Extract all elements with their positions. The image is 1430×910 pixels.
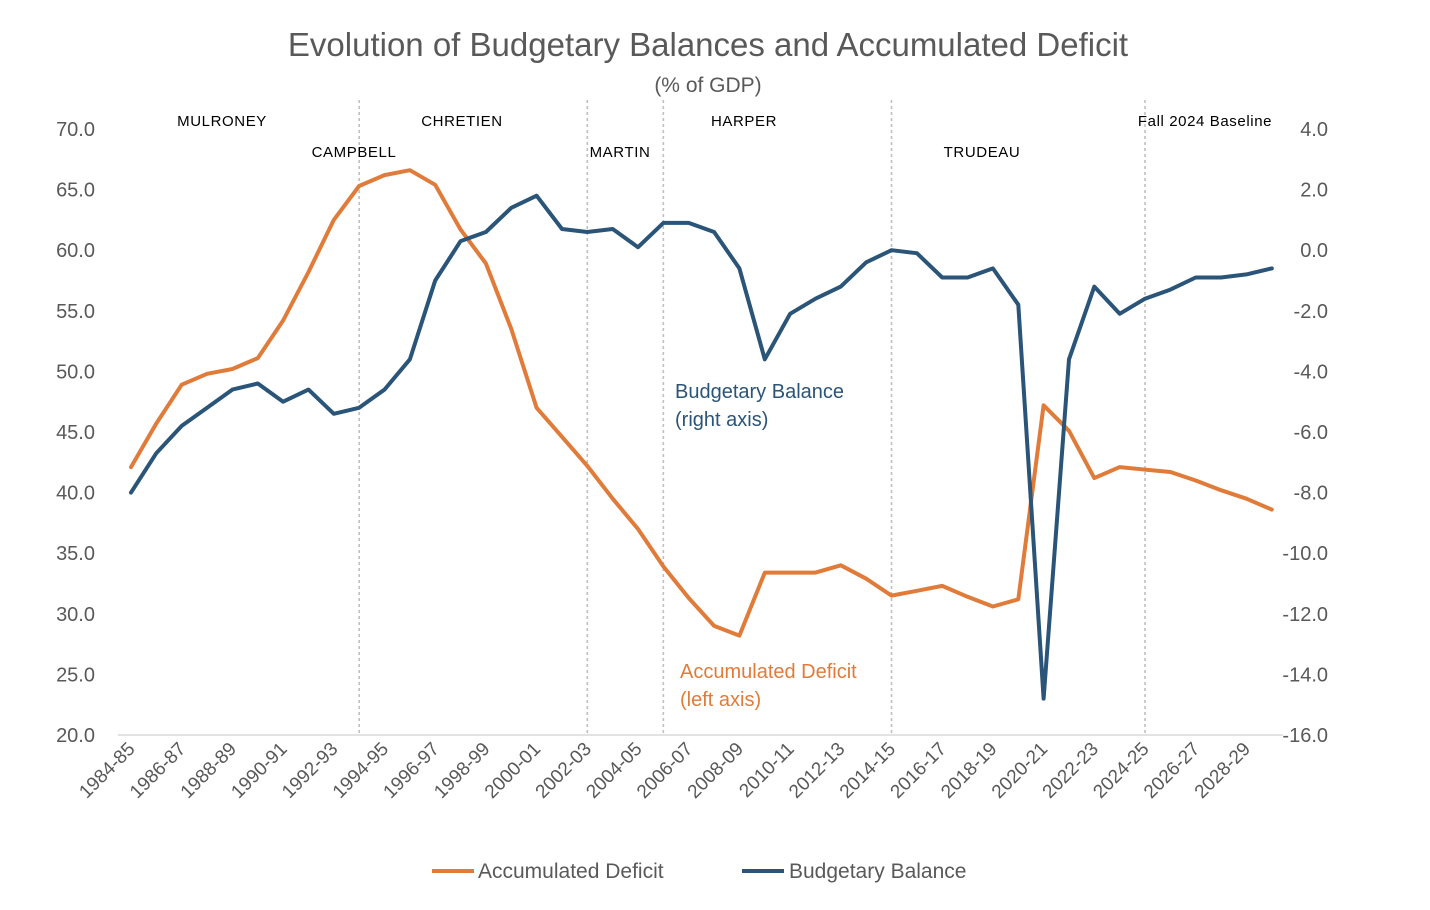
left-tick-label: 40.0 bbox=[56, 483, 95, 505]
left-tick-label: 70.0 bbox=[56, 119, 95, 141]
left-tick-label: 45.0 bbox=[56, 422, 95, 444]
right-tick-label: 4.0 bbox=[1300, 119, 1328, 141]
right-tick-label: -14.0 bbox=[1282, 664, 1328, 686]
era-label-mulroney: MULRONEY bbox=[177, 113, 267, 130]
legend-label-accumulated-deficit: Accumulated Deficit bbox=[478, 860, 664, 883]
era-dividers bbox=[358, 100, 1146, 735]
right-tick-label: -12.0 bbox=[1282, 604, 1328, 626]
deficit-annotation-line2: (left axis) bbox=[680, 689, 761, 711]
legend-label-budgetary-balance: Budgetary Balance bbox=[789, 860, 966, 883]
right-tick-label: -4.0 bbox=[1294, 361, 1328, 383]
legend: Accumulated Deficit Budgetary Balance bbox=[432, 860, 966, 883]
left-tick-label: 25.0 bbox=[56, 664, 95, 686]
era-label-trudeau: TRUDEAU bbox=[944, 144, 1021, 161]
left-tick-label: 30.0 bbox=[56, 604, 95, 626]
chart-subtitle: (% of GDP) bbox=[654, 74, 761, 97]
right-tick-label: 2.0 bbox=[1300, 180, 1328, 202]
era-label-harper: HARPER bbox=[711, 113, 777, 130]
era-label-baseline: Fall 2024 Baseline bbox=[1138, 113, 1272, 130]
era-label-chretien: CHRETIEN bbox=[421, 113, 502, 130]
left-tick-label: 60.0 bbox=[56, 240, 95, 262]
era-label-campbell: CAMPBELL bbox=[312, 144, 397, 161]
series-line-budgetary-balance bbox=[129, 193, 1274, 701]
right-tick-label: -8.0 bbox=[1294, 483, 1328, 505]
chart-title: Evolution of Budgetary Balances and Accu… bbox=[288, 26, 1128, 63]
x-tick-label: 2028-29 bbox=[1191, 739, 1255, 803]
left-tick-label: 50.0 bbox=[56, 361, 95, 383]
left-tick-label: 65.0 bbox=[56, 180, 95, 202]
right-tick-label: -6.0 bbox=[1294, 422, 1328, 444]
right-tick-label: -10.0 bbox=[1282, 543, 1328, 565]
balance-annotation-line1: Budgetary Balance bbox=[675, 381, 844, 403]
x-axis: 1984-851986-871988-891990-911992-931994-… bbox=[75, 739, 1255, 803]
left-tick-label: 20.0 bbox=[56, 725, 95, 747]
era-labels: MULRONEY CAMPBELL CHRETIEN MARTIN HARPER… bbox=[177, 113, 1272, 161]
series-lines bbox=[129, 168, 1274, 701]
right-tick-label: -16.0 bbox=[1282, 725, 1328, 747]
left-tick-label: 55.0 bbox=[56, 301, 95, 323]
deficit-annotation-line1: Accumulated Deficit bbox=[680, 661, 857, 683]
right-tick-label: -2.0 bbox=[1294, 301, 1328, 323]
series-line-accumulated-deficit bbox=[129, 168, 1274, 638]
right-axis: 4.0 2.0 0.0 -2.0 -4.0 -6.0 -8.0 -10.0 -12.0 -14.0… bbox=[1282, 119, 1328, 747]
left-tick-label: 35.0 bbox=[56, 543, 95, 565]
era-label-martin: MARTIN bbox=[590, 144, 651, 161]
left-axis: 70.0 65.0 60.0 55.0 50.0 45.0 40.0 35.0 30.0 25.0… bbox=[56, 119, 95, 747]
x-tick-label: 2008-09 bbox=[684, 739, 748, 803]
balance-annotation-line2: (right axis) bbox=[675, 409, 768, 431]
right-tick-label: 0.0 bbox=[1300, 240, 1328, 262]
